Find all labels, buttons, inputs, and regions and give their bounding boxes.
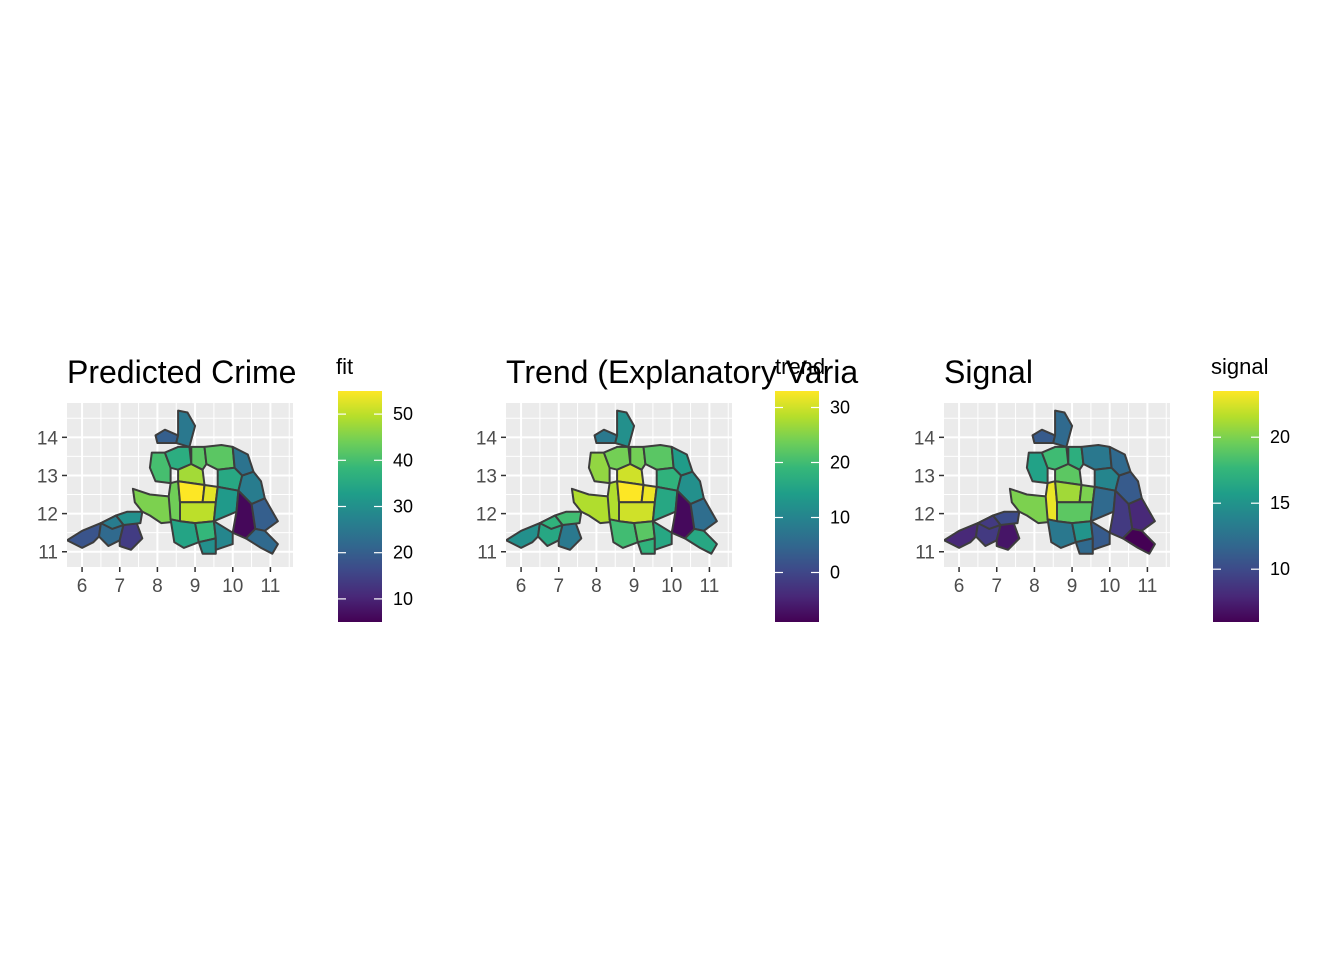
region-n1	[154, 428, 180, 444]
region-e5	[670, 445, 694, 477]
chart-title: Signal	[944, 354, 1033, 390]
legend-tick-label: 20	[830, 453, 850, 473]
x-tick-label: 7	[991, 576, 1002, 597]
x-tick-label: 8	[591, 576, 602, 597]
x-tick-label: 7	[553, 576, 564, 597]
map-regions	[506, 409, 718, 555]
region-c3	[616, 480, 645, 504]
region-c3	[177, 480, 206, 504]
x-tick-label: 7	[114, 576, 125, 597]
region-n1	[1031, 428, 1057, 444]
y-tick-label: 11	[477, 543, 497, 564]
region-c2	[1054, 463, 1083, 486]
legend-tick-label: 20	[1270, 427, 1290, 447]
legend-title: trend	[775, 354, 825, 379]
map-regions	[944, 409, 1156, 555]
region-c3	[1054, 480, 1083, 504]
region-n1	[593, 428, 619, 444]
chart-panel-2: 6 7 8 9 10 11 11 12 13 14 Trend (Explanatory Varia…	[476, 354, 858, 622]
legend-colorbar	[775, 391, 819, 622]
x-tick-label: 9	[629, 576, 640, 597]
y-tick-label: 12	[476, 505, 497, 526]
legend-title: fit	[336, 354, 353, 379]
x-tick-label: 11	[700, 576, 720, 597]
legend-tick-label: 30	[393, 497, 413, 517]
region-se1	[1121, 527, 1156, 555]
region-e4	[1127, 497, 1156, 532]
region-s4	[212, 520, 234, 551]
region-e5	[1108, 445, 1132, 477]
region-s4	[1089, 520, 1111, 551]
region-sw5	[99, 514, 125, 530]
region-s3	[197, 537, 217, 555]
legend-title: signal	[1211, 354, 1268, 379]
legend-tick-label: 10	[830, 508, 850, 528]
region-c5	[1056, 501, 1094, 525]
y-tick-label: 11	[38, 543, 58, 564]
region-c6	[629, 445, 647, 471]
x-tick-label: 10	[661, 576, 682, 597]
x-tick-label: 8	[1029, 576, 1040, 597]
x-tick-label: 9	[1067, 576, 1078, 597]
region-ne1	[642, 444, 675, 471]
legend-tick-label: 10	[393, 589, 413, 609]
region-e4	[689, 497, 718, 532]
chart-panel-3: 6 7 8 9 10 11 11 12 13 14 Signal signal 10 15 20	[914, 354, 1290, 622]
x-tick-label: 10	[222, 576, 243, 597]
x-tick-label: 11	[1138, 576, 1158, 597]
map-regions	[67, 409, 279, 555]
chart-panel-1: 6 7 8 9 10 11 11 12 13 14 Predicted Crime fit 10 20 30…	[37, 354, 413, 622]
legend-tick-label: 0	[830, 563, 840, 583]
region-c2	[177, 463, 206, 486]
y-tick-label: 13	[476, 466, 497, 487]
x-tick-label: 9	[190, 576, 201, 597]
y-tick-label: 13	[914, 466, 935, 487]
y-tick-label: 11	[915, 543, 935, 564]
legend-tick-label: 15	[1270, 493, 1290, 513]
region-c5	[618, 501, 656, 525]
region-ne1	[1080, 444, 1113, 471]
x-tick-label: 10	[1099, 576, 1120, 597]
x-tick-label: 6	[954, 576, 965, 597]
region-sw5	[538, 514, 564, 530]
region-c6	[190, 445, 208, 471]
legend-tick-label: 10	[1270, 559, 1290, 579]
legend-tick-label: 30	[830, 398, 850, 418]
chart-title: Predicted Crime	[67, 354, 296, 390]
region-e5	[231, 445, 255, 477]
y-tick-label: 13	[37, 466, 58, 487]
y-tick-label: 14	[476, 428, 498, 449]
y-tick-label: 14	[37, 428, 59, 449]
region-e4	[250, 497, 279, 532]
region-se1	[683, 527, 718, 555]
x-tick-label: 6	[77, 576, 88, 597]
region-c6	[1067, 445, 1085, 471]
region-s3	[636, 537, 656, 555]
region-ne1	[203, 444, 236, 471]
region-c5	[179, 501, 217, 525]
x-tick-label: 11	[261, 576, 281, 597]
y-tick-label: 14	[914, 428, 936, 449]
legend-tick-label: 40	[393, 450, 413, 470]
chart-title: Trend (Explanatory Varia	[506, 354, 858, 390]
legend-tick-label: 20	[393, 543, 413, 563]
x-tick-label: 8	[152, 576, 163, 597]
region-se1	[244, 527, 279, 555]
legend-colorbar	[1213, 391, 1259, 622]
y-tick-label: 12	[37, 505, 58, 526]
legend-tick-label: 50	[393, 404, 413, 424]
region-sw5	[976, 514, 1002, 530]
x-tick-label: 6	[516, 576, 527, 597]
region-s3	[1074, 537, 1094, 555]
y-tick-label: 12	[914, 505, 935, 526]
region-c2	[616, 463, 645, 486]
region-s4	[651, 520, 673, 551]
